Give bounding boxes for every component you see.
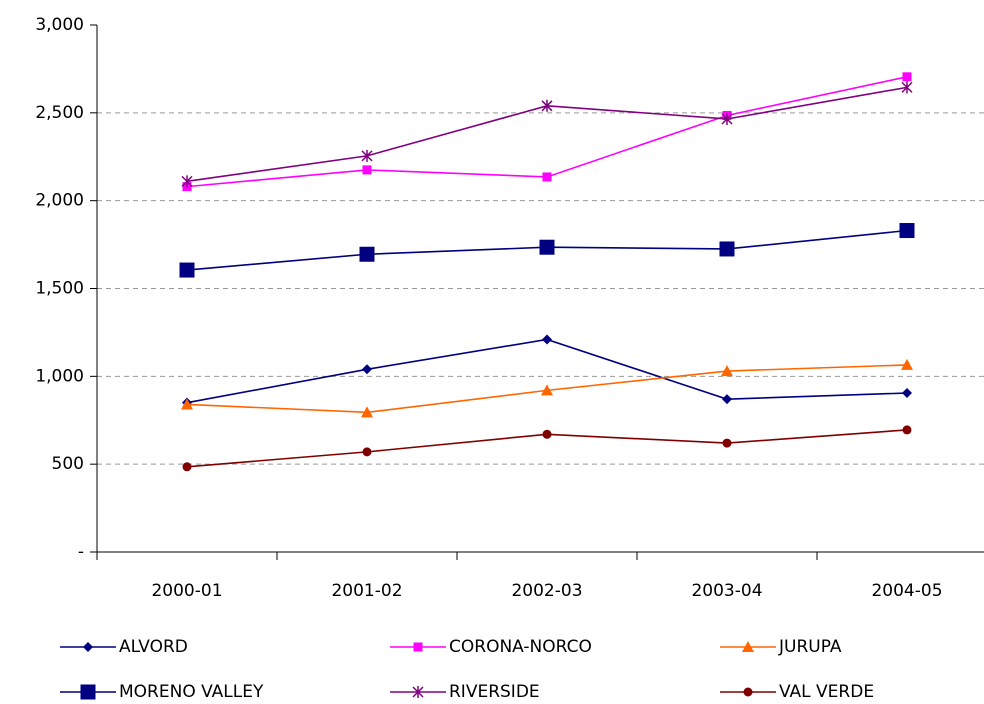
marker bbox=[902, 72, 912, 82]
marker bbox=[83, 642, 93, 652]
marker bbox=[902, 425, 912, 435]
marker bbox=[182, 462, 192, 472]
marker bbox=[80, 684, 96, 700]
y-tick-label: 2,500 bbox=[35, 103, 84, 123]
marker bbox=[743, 687, 753, 697]
series-line bbox=[186, 76, 908, 188]
marker bbox=[542, 429, 552, 439]
marker bbox=[542, 172, 552, 182]
y-tick-label: 2,000 bbox=[35, 191, 84, 211]
x-tick-label: 2003-04 bbox=[691, 581, 762, 601]
legend-label: VAL VERDE bbox=[779, 682, 874, 702]
marker bbox=[742, 641, 754, 652]
marker bbox=[181, 398, 193, 410]
marker bbox=[412, 686, 424, 698]
marker bbox=[721, 365, 733, 377]
marker bbox=[901, 81, 913, 94]
marker bbox=[359, 246, 375, 262]
y-tick-label: 3,000 bbox=[35, 15, 84, 35]
y-tick-label: 1,500 bbox=[35, 279, 84, 299]
marker bbox=[901, 358, 913, 370]
marker bbox=[362, 165, 372, 175]
x-tick-label: 2002-03 bbox=[511, 581, 582, 601]
y-tick-label: 500 bbox=[52, 454, 84, 474]
y-tick-label: 1,000 bbox=[35, 366, 84, 386]
x-tick-label: 2004-05 bbox=[871, 581, 942, 601]
marker bbox=[541, 384, 553, 396]
legend-label: JURUPA bbox=[778, 637, 842, 657]
marker bbox=[362, 364, 372, 375]
marker bbox=[902, 388, 912, 399]
marker bbox=[719, 241, 735, 257]
y-tick-label: - bbox=[78, 542, 84, 562]
marker bbox=[181, 175, 193, 188]
legend-label: ALVORD bbox=[119, 637, 188, 657]
marker bbox=[899, 223, 915, 239]
marker bbox=[721, 112, 733, 125]
marker bbox=[542, 334, 552, 345]
marker bbox=[361, 149, 373, 162]
marker bbox=[361, 406, 373, 418]
marker bbox=[541, 99, 553, 112]
marker bbox=[179, 262, 195, 278]
marker bbox=[722, 438, 732, 448]
legend-label: CORONA-NORCO bbox=[449, 637, 592, 657]
marker bbox=[413, 642, 423, 652]
marker bbox=[539, 239, 555, 255]
legend-label: RIVERSIDE bbox=[449, 682, 540, 702]
x-tick-label: 2000-01 bbox=[151, 581, 222, 601]
marker bbox=[362, 447, 372, 457]
marker bbox=[722, 394, 732, 405]
legend-label: MORENO VALLEY bbox=[119, 682, 264, 702]
x-tick-label: 2001-02 bbox=[331, 581, 402, 601]
